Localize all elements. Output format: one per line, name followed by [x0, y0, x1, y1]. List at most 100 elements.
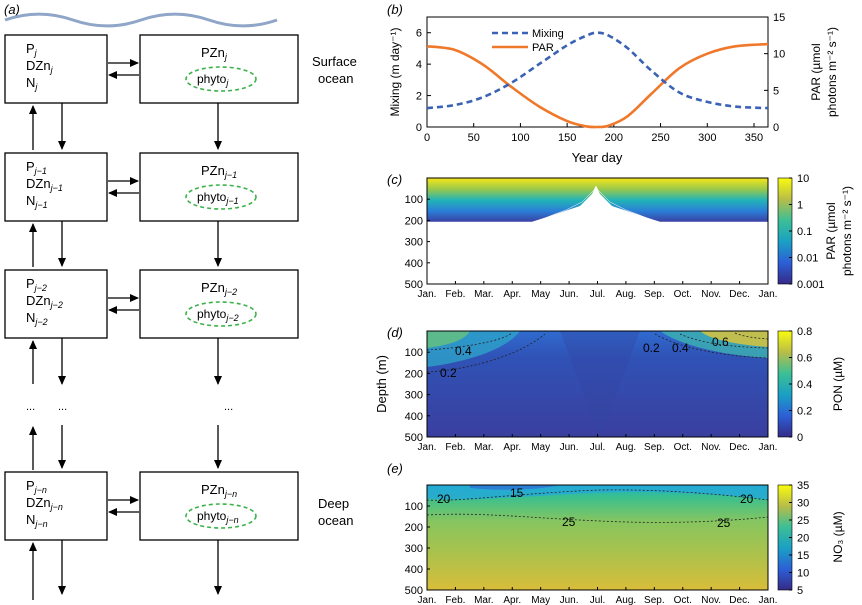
colorbar-label-c-1: PAR (µmol [824, 202, 838, 259]
panel-label-a: (a) [4, 2, 20, 17]
y-tick-label-b-right: 10 [773, 49, 785, 61]
y-tick-label-b-right: 15 [773, 12, 785, 24]
par-depth-heatmap: Jan. Feb. Mar. Apr. May Jun. Jul. Aug. Sep. Oct. N… [405, 173, 854, 300]
contour-label-e-20-left: 20 [437, 492, 451, 506]
contour-label-e-15: 15 [510, 486, 524, 500]
pon-surface-gap [560, 331, 640, 437]
colorbar-tick-label: 35 [797, 480, 809, 492]
deep-ocean-label-1: Deep [318, 496, 349, 511]
ellipsis-left: ... [26, 401, 35, 413]
month-tick-label: Jan. [418, 289, 437, 300]
left-box-item-0-1: DZnj [26, 58, 54, 75]
depth-tick-label: 400 [405, 564, 423, 576]
par-colored-region [427, 178, 768, 222]
x-tick-label-b: 200 [605, 132, 623, 144]
depth-tick-label: 400 [405, 411, 423, 423]
left-box-level-0 [4, 34, 108, 104]
colorbar-tick-label: 0 [797, 432, 803, 444]
colorbar-tick-label: 0.8 [797, 326, 812, 338]
month-tick-label: Dec. [729, 595, 750, 605]
y-tick-label-b-left: 2 [416, 91, 422, 103]
depth-tick-label: 200 [405, 522, 423, 534]
y-tick-label-b-left: 6 [416, 28, 422, 40]
left-box-item-2-0: Pj−2 [26, 276, 47, 293]
month-tick-label: Jul. [590, 289, 606, 300]
contour-label-d-0.4-left: 0.4 [455, 344, 472, 358]
right-box-title-0: PZnj [201, 45, 228, 62]
month-tick-label: May [531, 595, 550, 605]
sea-surface-wave [4, 12, 278, 28]
legend-b: Mixing PAR [492, 28, 564, 54]
x-tick-label-b: 150 [558, 132, 576, 144]
depth-tick-label: 500 [405, 585, 423, 597]
deep-ocean-label-2: ocean [318, 513, 353, 528]
colorbar-label-c-2: photons m⁻² s⁻¹) [840, 186, 854, 276]
month-tick-label: May [531, 289, 550, 300]
month-tick-label: Feb. [445, 442, 465, 453]
x-tick-label-b: 50 [468, 132, 480, 144]
legend-label-mixing: Mixing [532, 28, 564, 40]
y-axis-label-b-left: Mixing (m day⁻¹) [388, 27, 402, 116]
surface-ocean-label-1: Surface [312, 54, 357, 69]
ellipsis-right: ... [224, 401, 233, 413]
x-tick-label-b: 100 [511, 132, 529, 144]
right-box-level-2 [139, 269, 299, 339]
contour-0.2-right [654, 333, 769, 359]
x-tick-label-b: 250 [651, 132, 669, 144]
colorbar-tick-label: 25 [797, 515, 809, 527]
month-tick-label: Jul. [590, 595, 606, 605]
month-tick-label: Jun. [560, 289, 579, 300]
depth-tick-label: 500 [405, 432, 423, 444]
phyto-label-0: phytoj [197, 72, 229, 88]
colorbar-label-d: PON (µM) [831, 357, 845, 411]
depth-tick-label: 200 [405, 215, 423, 227]
no3-lowest-layer [470, 485, 560, 490]
right-box-title-2: PZnj−2 [201, 280, 237, 297]
depth-tick-label: 100 [405, 347, 423, 359]
colorbar-tick-label: 0.4 [797, 379, 812, 391]
colorbar-tick-label: 0.6 [797, 353, 812, 365]
depth-tick-label: 500 [405, 279, 423, 291]
y-axis-label-b-right-1: PAR (µmol [809, 43, 823, 100]
colorbar-label-e: NO₃ (µM) [831, 511, 845, 562]
month-tick-label: Jun. [560, 595, 579, 605]
month-tick-label: Sep. [644, 289, 665, 300]
y-axis-label-d: Depth (m) [374, 355, 389, 413]
contour-label-d-0.4-right: 0.4 [672, 341, 689, 355]
contour-label-d-0.2-right: 0.2 [643, 341, 660, 355]
panel-label-d: (d) [387, 325, 403, 340]
pon-bloom-left-core [427, 331, 470, 348]
left-box-item-1-2: Nj−1 [26, 193, 48, 210]
month-tick-label: Jan. [418, 442, 437, 453]
month-tick-label: Nov. [701, 595, 721, 605]
month-tick-label: Dec. [729, 289, 750, 300]
month-tick-label: Mar. [474, 442, 493, 453]
ellipsis-middle: ... [58, 401, 67, 413]
month-tick-label: Apr. [503, 442, 521, 453]
month-tick-label: Apr. [503, 595, 521, 605]
contour-label-e-25-right: 25 [717, 516, 731, 530]
left-box-item-3-0: Pj−n [26, 478, 47, 495]
x-tick-label-b: 300 [698, 132, 716, 144]
phyto-ellipse-0 [185, 66, 257, 92]
month-tick-label: Feb. [445, 289, 465, 300]
colorbar-tick-label: 30 [797, 498, 809, 510]
colorbar-tick-label: 0.2 [797, 406, 812, 418]
left-box-item-0-0: Pj [26, 41, 38, 58]
contour-label-d-0.2-left: 0.2 [440, 366, 457, 380]
y-tick-label-b-right: 5 [773, 85, 779, 97]
y-axis-label-b-right-2: photons m⁻² s⁻¹) [825, 27, 839, 117]
x-tick-label-b: 0 [424, 132, 430, 144]
y-tick-label-b-right: 0 [773, 122, 779, 134]
left-box-item-1-0: Pj−1 [26, 159, 47, 176]
pon-bloom-right-core [700, 331, 768, 347]
left-box-item-1-1: DZnj−1 [26, 176, 63, 193]
legend-label-par: PAR [532, 42, 554, 54]
x-axis-label-b: Year day [572, 150, 623, 165]
month-tick-label: Nov. [701, 442, 721, 453]
phyto-ellipse-2 [185, 301, 257, 327]
mixing-par-line-chart: 0 50 100 150 200 250 300 350 0 2 4 6 0 5 10 15 Mixing… [388, 12, 839, 165]
month-tick-label: Oct. [674, 289, 692, 300]
phyto-ellipse-1 [185, 184, 257, 210]
